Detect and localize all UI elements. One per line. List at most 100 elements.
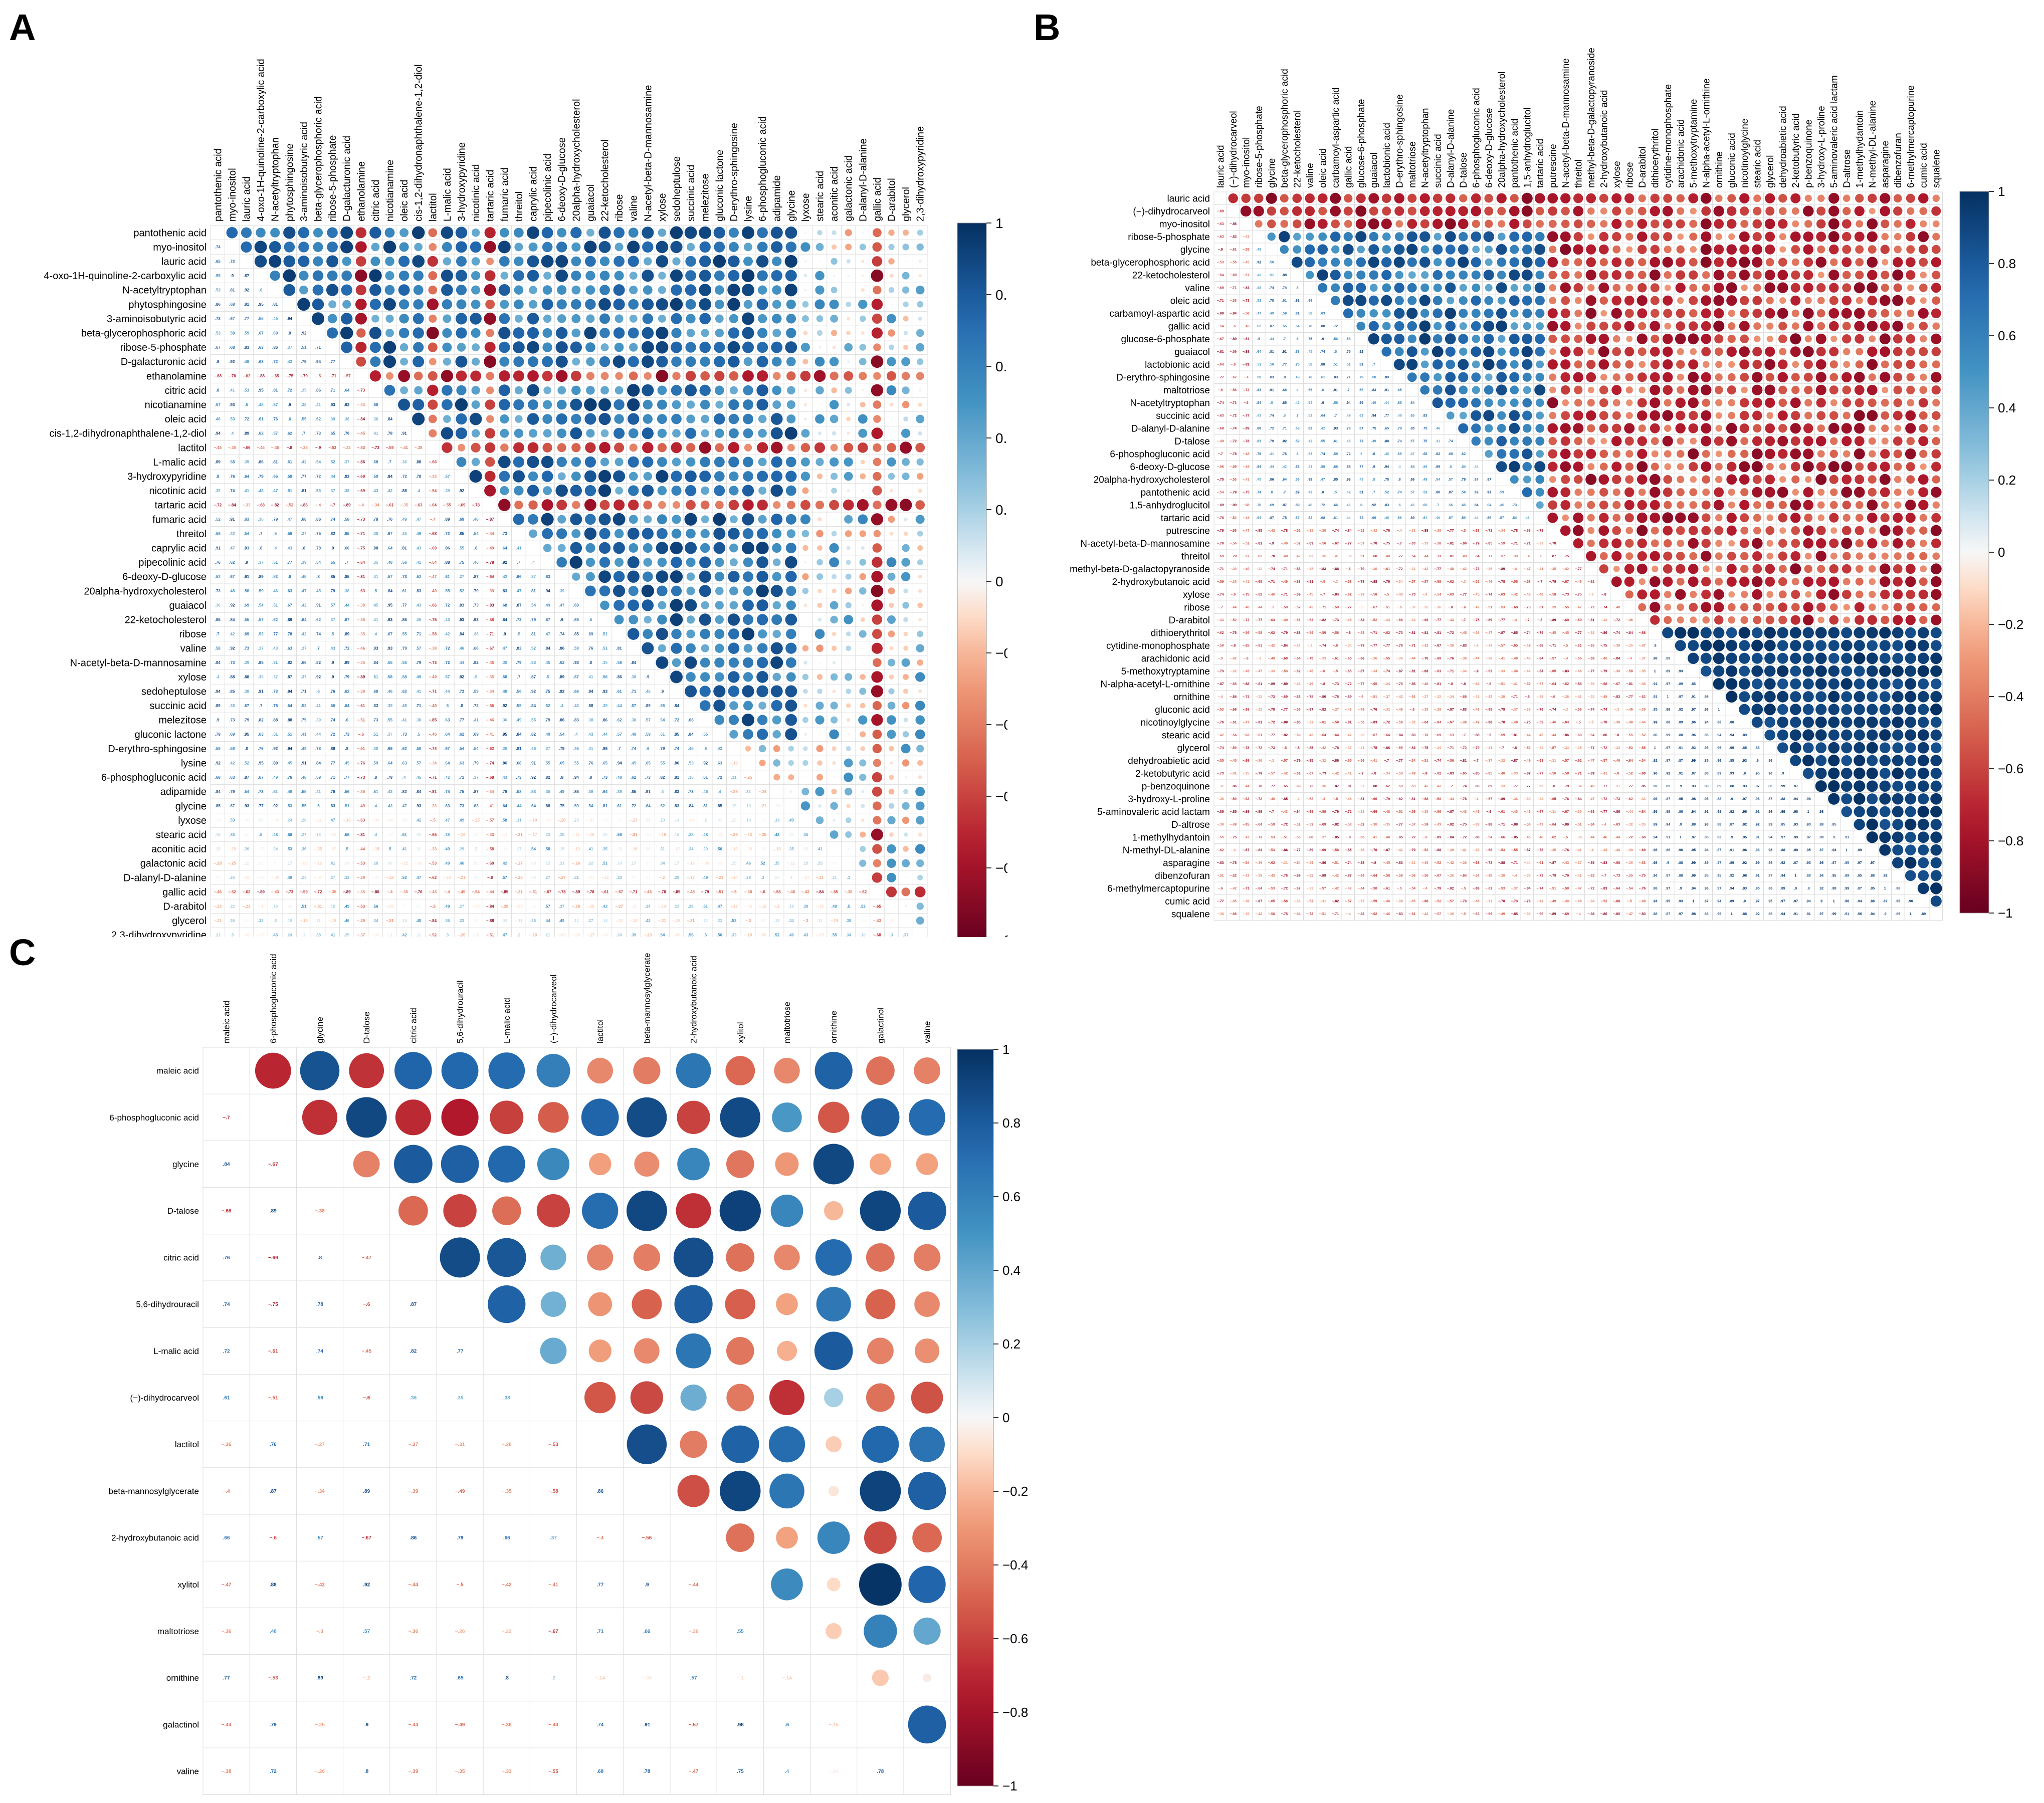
panel-a-circle-mark [685, 471, 697, 483]
panel-a-circle-mark [442, 343, 452, 352]
panel-a-value-label: .4 [531, 560, 535, 565]
panel-b-circle-mark [1765, 526, 1774, 535]
panel-b-circle-mark [1625, 450, 1633, 458]
panel-b-circle-mark [1701, 590, 1711, 599]
panel-a-circle-mark [786, 300, 796, 309]
panel-a-circle-mark [472, 429, 480, 437]
panel-b-value-label: .49 [1346, 414, 1351, 418]
panel-a-circle-mark [846, 817, 851, 823]
panel-b-circle-mark [1293, 245, 1301, 254]
panel-a-circle-mark [556, 528, 567, 539]
panel-b-value-label: −.62 [1268, 631, 1275, 635]
panel-b-row-label: D-altrose [1171, 820, 1210, 830]
panel-a-circle-mark [759, 760, 766, 766]
panel-a-value-label: .9 [216, 718, 220, 723]
panel-a-circle-mark [412, 255, 425, 268]
panel-a-value-label: .51 [372, 790, 378, 794]
panel-a-circle-mark [585, 543, 595, 553]
panel-a-circle-mark [815, 458, 824, 466]
panel-b-circle-mark [1675, 333, 1686, 344]
panel-b-row-label: putrescine [1166, 526, 1210, 536]
panel-b-circle-mark [1509, 372, 1519, 382]
panel-b-circle-mark [1663, 206, 1673, 216]
panel-a-value-label: .49 [545, 603, 551, 608]
panel-a-value-label: −.32 [343, 445, 351, 450]
panel-a-value-label: −.3 [802, 919, 808, 923]
panel-b-circle-mark [1395, 232, 1404, 241]
panel-b-circle-mark [1803, 258, 1813, 267]
panel-b-circle-mark [1534, 384, 1545, 395]
panel-a-value-label: .38 [688, 832, 694, 837]
panel-b-circle-mark [1868, 475, 1877, 484]
panel-a-value-label: −.03 [715, 861, 723, 866]
panel-b-circle-mark [1842, 334, 1851, 343]
panel-b-circle-mark [1536, 488, 1544, 497]
panel-a-circle-mark [499, 384, 510, 396]
panel-a-value-label: .53 [287, 847, 293, 851]
panel-a-circle-mark [414, 243, 423, 252]
panel-a-circle-mark [903, 302, 908, 307]
panel-a-circle-mark [699, 613, 711, 625]
panel-b-circle-mark [1716, 234, 1722, 240]
panel-b-circle-mark [1713, 640, 1725, 651]
panel-b-circle-mark [1688, 397, 1699, 408]
panel-a-value-label: .57 [416, 761, 422, 765]
panel-a-value-label: .64 [244, 474, 250, 479]
panel-b-value-label: −.73 [1243, 299, 1250, 303]
panel-b-circle-mark [1805, 195, 1812, 202]
panel-a-value-label: −.15 [228, 847, 236, 851]
panel-a-circle-mark [916, 917, 924, 925]
panel-a-value-label: .73 [473, 603, 479, 608]
panel-a-circle-mark [557, 515, 566, 524]
panel-b-circle-mark [1931, 372, 1941, 382]
panel-a-circle-mark [414, 285, 424, 295]
panel-a-circle-mark [905, 261, 907, 262]
panel-b-circle-mark [1536, 207, 1544, 215]
panel-a-circle-mark [803, 603, 807, 607]
panel-a-circle-mark [757, 729, 768, 740]
panel-b-row-label: D-alanyl-D-alanine [1131, 423, 1210, 434]
panel-b-circle-mark [1906, 437, 1915, 445]
panel-a-letter: A [9, 6, 36, 49]
panel-b-value-label: −.73 [1217, 670, 1224, 673]
panel-b-column-label: ribose [1624, 162, 1635, 188]
panel-a-value-label: −.34 [371, 503, 379, 508]
panel-b-circle-mark [1331, 258, 1340, 267]
panel-b-circle-mark [1676, 309, 1685, 318]
panel-a-value-label: −.23 [630, 818, 638, 823]
panel-a-value-label: −.29 [730, 832, 738, 837]
panel-a-circle-mark [756, 542, 768, 554]
panel-a-circle-mark [399, 328, 410, 338]
panel-b-row-label: maltotriose [1163, 385, 1210, 396]
panel-b-circle-mark [1485, 284, 1493, 292]
panel-b-row-label: succinic acid [1156, 411, 1210, 421]
panel-b-value-label: −.53 [1230, 478, 1237, 482]
panel-b-value-label: .43 [1256, 274, 1261, 277]
panel-a-circle-mark [700, 357, 710, 367]
panel-a-circle-mark [700, 657, 710, 667]
panel-b-circle-mark [1677, 246, 1685, 254]
panel-b-circle-mark [1868, 615, 1877, 625]
panel-b-circle-mark [1778, 410, 1788, 420]
panel-b-circle-mark [1829, 539, 1838, 548]
panel-a-circle-mark [901, 572, 910, 581]
panel-a-value-label: −.02 [214, 818, 222, 823]
panel-a-circle-mark [846, 645, 851, 651]
panel-b-column-label: 2-hydroxybutanoic acid [1599, 90, 1609, 188]
panel-a-circle-mark [672, 658, 681, 667]
panel-b-circle-mark [1355, 205, 1366, 216]
panel-a-value-label: .54 [244, 532, 250, 536]
panel-b-value-label: .49 [1256, 248, 1261, 252]
panel-a-circle-mark [585, 457, 596, 468]
panel-a-value-label: −.53 [328, 445, 336, 450]
panel-a-circle-mark [887, 314, 896, 324]
panel-a-value-label: .84 [688, 732, 694, 737]
panel-b-circle-mark [1573, 283, 1583, 293]
panel-b-circle-mark [1676, 283, 1686, 293]
panel-b-row-label: glucose-6-phosphate [1121, 334, 1210, 345]
panel-b-circle-mark [1330, 205, 1341, 216]
panel-a-circle-mark [862, 389, 864, 392]
panel-b-circle-mark [1764, 678, 1776, 690]
panel-b-circle-mark [1318, 193, 1328, 203]
panel-b-circle-mark [1778, 616, 1787, 624]
